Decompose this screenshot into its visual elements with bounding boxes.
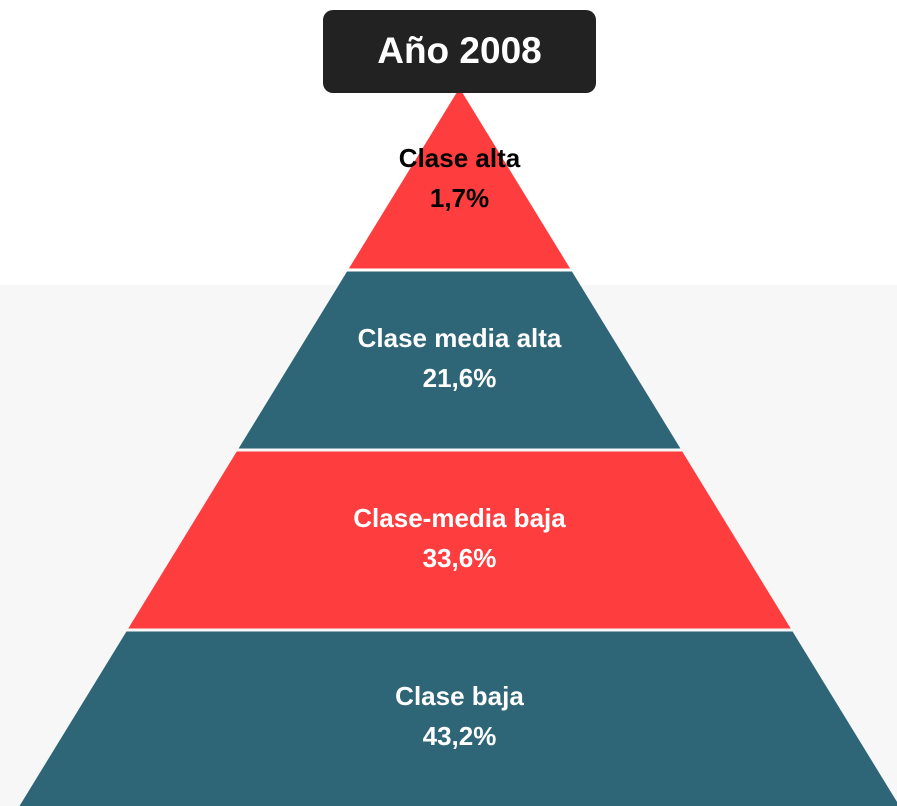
layer-label: Clase media alta [358,323,562,353]
layer-value: 21,6% [423,363,497,393]
layer-label: Clase baja [395,681,524,711]
layer-value: 33,6% [423,543,497,573]
title-box [323,10,596,93]
pyramid-layer [238,271,681,449]
title: Año 2008 [377,30,542,71]
layer-label: Clase alta [399,143,521,173]
pyramid-layer [128,451,791,629]
layer-value: 1,7% [430,183,489,213]
layer-label: Clase-media baja [353,503,566,533]
pyramid-layer [19,631,897,806]
layer-value: 43,2% [423,721,497,751]
pyramid-layer [348,88,571,269]
